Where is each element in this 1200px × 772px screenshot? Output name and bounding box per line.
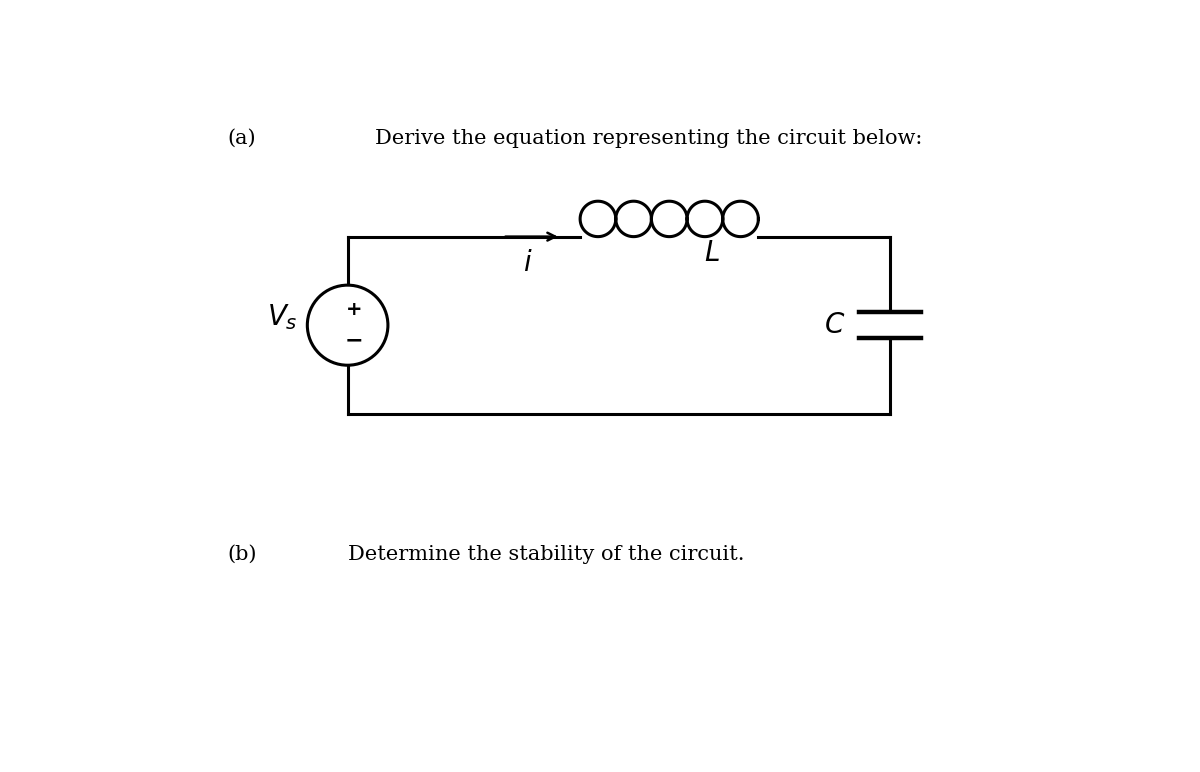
Text: $V_s$: $V_s$ — [266, 303, 298, 333]
Text: $i$: $i$ — [523, 250, 533, 277]
Text: Determine the stability of the circuit.: Determine the stability of the circuit. — [348, 544, 744, 564]
Text: $L$: $L$ — [704, 241, 720, 267]
Text: (a): (a) — [228, 129, 256, 147]
Text: −: − — [344, 330, 364, 350]
Text: $C$: $C$ — [824, 312, 845, 339]
Text: +: + — [346, 300, 362, 320]
Text: (b): (b) — [228, 544, 257, 564]
Text: Derive the equation representing the circuit below:: Derive the equation representing the cir… — [374, 129, 922, 147]
